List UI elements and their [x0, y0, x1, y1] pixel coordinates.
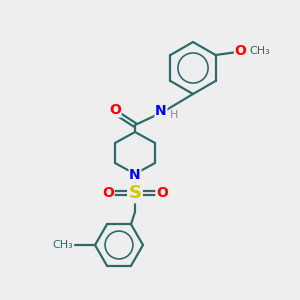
Text: CH₃: CH₃ — [250, 46, 270, 56]
Text: O: O — [109, 103, 121, 117]
Text: N: N — [155, 104, 167, 118]
Text: N: N — [129, 168, 141, 182]
Text: CH₃: CH₃ — [52, 240, 73, 250]
Text: O: O — [235, 44, 247, 58]
Text: H: H — [170, 110, 178, 120]
Text: S: S — [128, 184, 142, 202]
Text: O: O — [156, 186, 168, 200]
Text: O: O — [102, 186, 114, 200]
